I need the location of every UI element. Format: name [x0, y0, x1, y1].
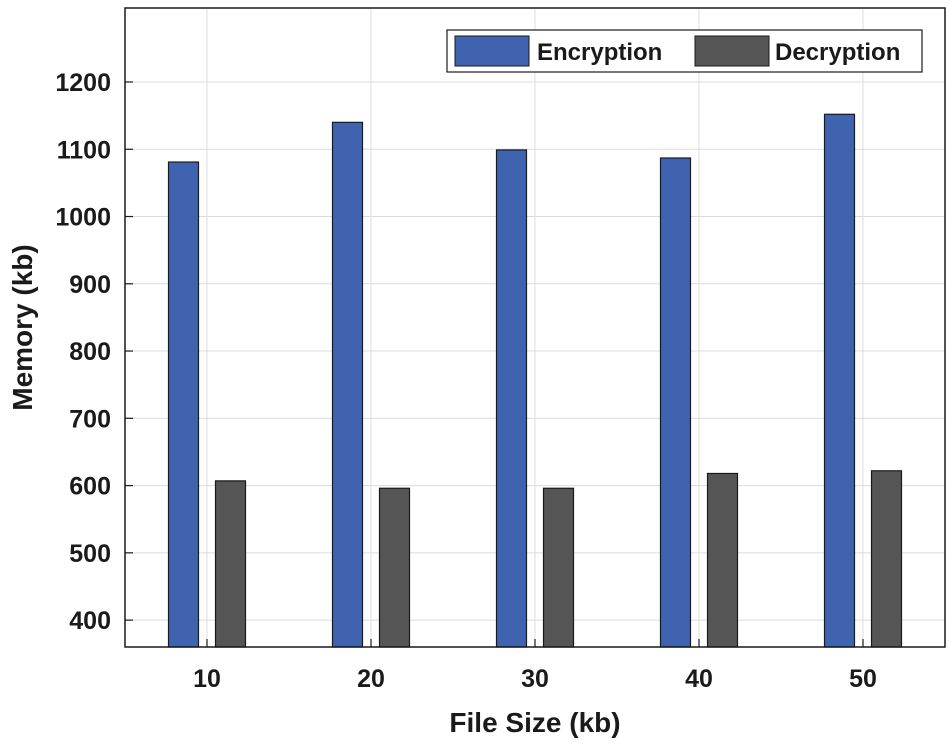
y-tick-label: 900 [69, 271, 111, 299]
legend-label-decryption: Decryption [775, 39, 900, 66]
x-tick-label: 50 [849, 665, 877, 693]
legend: Encryption Decryption [446, 29, 923, 73]
legend-swatch-encryption [454, 35, 530, 67]
y-tick-label: 1200 [55, 69, 111, 97]
bar-encryption-20 [331, 121, 364, 648]
y-axis-label: Memory (kb) [7, 244, 38, 410]
x-tick-label: 30 [521, 665, 549, 693]
bar-encryption-50 [823, 113, 856, 648]
x-tick-label: 10 [193, 665, 221, 693]
y-tick-label: 500 [69, 540, 111, 568]
bar-decryption-30 [542, 487, 575, 648]
bar-decryption-20 [378, 487, 411, 648]
y-tick-label: 700 [69, 405, 111, 433]
y-tick-label: 600 [69, 473, 111, 501]
bar-decryption-40 [706, 472, 739, 648]
bars [167, 113, 903, 648]
bar-decryption-10 [214, 480, 247, 648]
legend-label-encryption: Encryption [537, 39, 662, 66]
y-tick-label: 1000 [55, 204, 111, 232]
bar-decryption-50 [870, 470, 903, 648]
y-tick-label: 400 [69, 607, 111, 635]
y-axis-ticks: 400 500 600 700 800 900 1000 1100 1200 [55, 69, 133, 635]
y-tick-label: 800 [69, 338, 111, 366]
grid-lines [125, 8, 945, 647]
x-tick-label: 20 [357, 665, 385, 693]
bar-encryption-30 [495, 149, 528, 648]
x-axis-label: File Size (kb) [449, 707, 620, 738]
x-axis-ticks: 10 20 30 40 50 [193, 639, 877, 693]
bar-encryption-10 [167, 161, 200, 648]
x-tick-label: 40 [685, 665, 713, 693]
legend-swatch-decryption [694, 35, 770, 67]
bar-encryption-40 [659, 157, 692, 648]
y-tick-label: 1100 [57, 136, 111, 164]
